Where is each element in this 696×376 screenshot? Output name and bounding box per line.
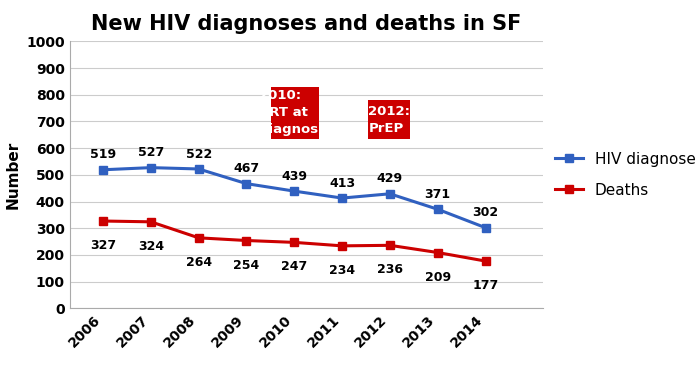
Text: 429: 429 [377,173,403,185]
Deaths [242,238,251,243]
Text: 522: 522 [186,148,212,161]
Text: 302: 302 [473,206,498,219]
Text: 439: 439 [281,170,308,183]
Deaths [338,244,347,248]
Text: 2010:
ART at
diagnosis: 2010: ART at diagnosis [260,89,331,136]
HIV diagnoses [482,226,490,230]
Text: 247: 247 [281,261,308,273]
HIV diagnoses [147,165,155,170]
Text: 324: 324 [138,240,164,253]
Line: HIV diagnoses: HIV diagnoses [99,164,490,232]
Deaths [434,250,442,255]
Text: 327: 327 [90,239,116,252]
FancyBboxPatch shape [271,87,319,139]
HIV diagnoses [338,196,347,200]
Deaths [482,259,490,263]
Text: 371: 371 [425,188,451,201]
Deaths [194,236,203,240]
HIV diagnoses [242,181,251,186]
Deaths [386,243,394,247]
Text: 519: 519 [90,149,116,161]
HIV diagnoses [434,207,442,212]
Y-axis label: Number: Number [6,141,21,209]
Text: 177: 177 [473,279,498,292]
Deaths [99,219,107,223]
HIV diagnoses [99,168,107,172]
HIV diagnoses [194,167,203,171]
HIV diagnoses [386,191,394,196]
Text: 467: 467 [233,162,260,175]
Text: 527: 527 [138,146,164,159]
FancyBboxPatch shape [368,100,411,139]
Legend: HIV diagnoses, Deaths: HIV diagnoses, Deaths [555,152,696,197]
Text: 236: 236 [377,263,403,276]
Text: 254: 254 [233,259,260,271]
Text: 264: 264 [186,256,212,269]
Text: 2012:
PrEP: 2012: PrEP [368,105,411,135]
Text: 209: 209 [425,271,451,284]
HIV diagnoses [290,189,299,193]
Text: 413: 413 [329,177,355,190]
Deaths [147,220,155,224]
Line: Deaths: Deaths [99,217,490,265]
Text: 234: 234 [329,264,355,277]
Title: New HIV diagnoses and deaths in SF: New HIV diagnoses and deaths in SF [91,14,521,34]
Deaths [290,240,299,245]
